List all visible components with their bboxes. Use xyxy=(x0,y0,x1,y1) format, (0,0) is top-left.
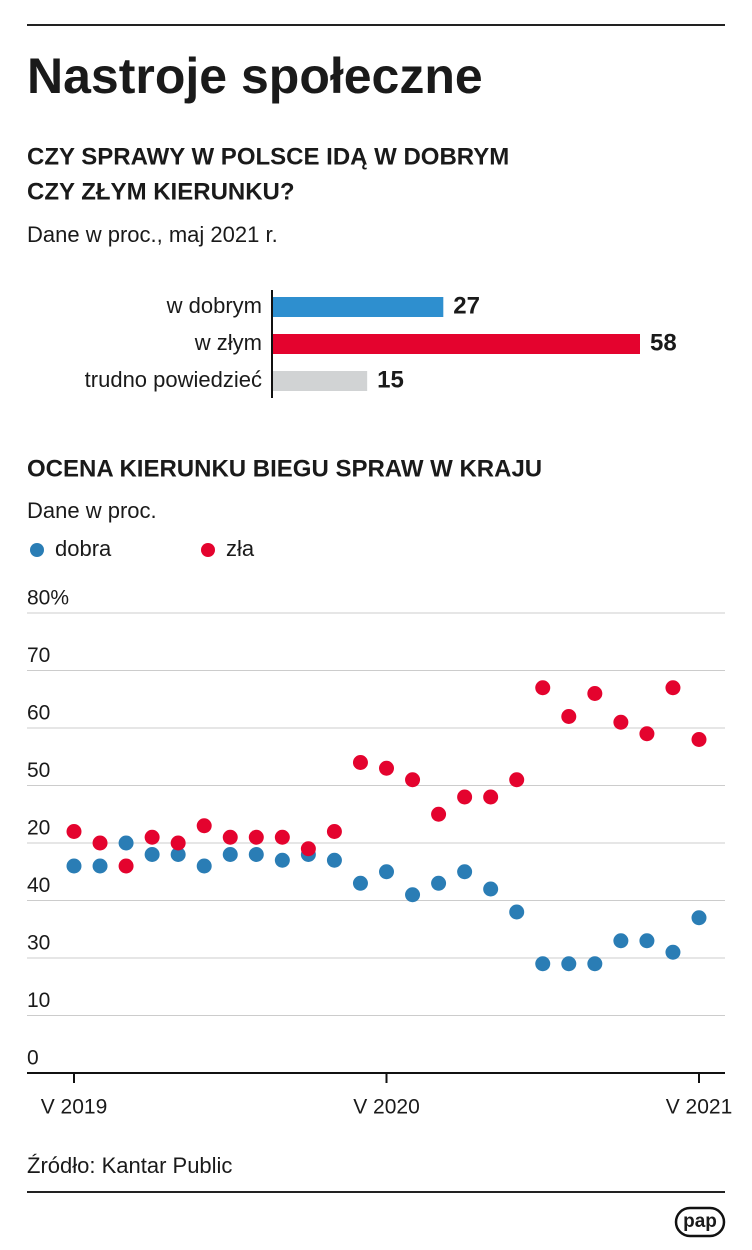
dot xyxy=(326,824,342,839)
logo: pap xyxy=(683,1211,717,1232)
dot xyxy=(561,709,577,724)
y-tick-label: 0 xyxy=(27,1047,39,1070)
dot xyxy=(92,835,108,851)
dot xyxy=(691,910,707,926)
dot xyxy=(196,858,212,874)
dot xyxy=(248,829,264,845)
logo-frame xyxy=(674,1206,726,1238)
dot xyxy=(665,944,681,960)
y-tick-label: 60 xyxy=(27,702,50,725)
y-tick-label: 10 xyxy=(27,989,50,1012)
legend-label: dobra xyxy=(55,536,112,561)
value-label: 15 xyxy=(377,366,404,393)
chart-subtitle: Dane w proc., maj 2021 r. xyxy=(27,222,278,247)
dot xyxy=(561,956,577,972)
dot xyxy=(352,875,368,891)
y-tick-label: 50 xyxy=(27,759,50,782)
dot xyxy=(431,806,447,822)
legend-marker xyxy=(30,543,44,557)
dot xyxy=(248,847,264,862)
y-tick-label: 70 xyxy=(27,644,50,667)
x-tick-label: V 2021 xyxy=(666,1096,733,1119)
bar xyxy=(272,371,368,391)
dot xyxy=(222,847,238,862)
dot xyxy=(66,858,82,874)
dot xyxy=(222,829,238,845)
x-tick-label: V 2020 xyxy=(353,1096,420,1119)
legend-marker xyxy=(201,543,215,557)
dot xyxy=(639,726,655,742)
dot xyxy=(92,858,108,874)
chart-title: OCENA KIERUNKU BIEGU SPRAW W KRAJU xyxy=(27,455,542,482)
y-tick-label: 80% xyxy=(27,587,69,610)
dot xyxy=(665,680,681,696)
dot xyxy=(144,829,160,845)
value-label: 58 xyxy=(650,329,677,356)
dot xyxy=(431,875,447,891)
chart-title: CZY ZŁYM KIERUNKU? xyxy=(27,178,295,205)
bar xyxy=(272,334,640,354)
dot xyxy=(66,824,82,839)
dot xyxy=(170,835,186,851)
y-tick-label: 20 xyxy=(27,817,50,840)
dot xyxy=(483,881,499,897)
dot xyxy=(196,818,212,834)
dot xyxy=(170,847,186,862)
legend-label: zła xyxy=(226,536,255,561)
dot xyxy=(326,852,342,868)
dot xyxy=(613,714,629,730)
chart-subtitle: Dane w proc. xyxy=(27,498,157,523)
dot xyxy=(118,858,134,874)
dot xyxy=(535,956,551,972)
bar xyxy=(272,297,444,317)
value-label: 27 xyxy=(453,292,480,319)
dot xyxy=(613,933,629,949)
dot xyxy=(118,835,134,851)
dot xyxy=(509,904,525,920)
bar-label: trudno powiedzieć xyxy=(85,367,262,392)
y-tick-label: 40 xyxy=(27,874,50,897)
dot xyxy=(639,933,655,949)
dot xyxy=(274,852,290,868)
dot xyxy=(457,864,473,880)
dot xyxy=(587,956,603,972)
dot xyxy=(457,789,473,805)
x-tick-label: V 2019 xyxy=(41,1096,108,1119)
bar-label: w złym xyxy=(194,330,262,355)
dot xyxy=(379,864,394,880)
dot xyxy=(405,887,421,903)
dot xyxy=(483,789,499,805)
dot xyxy=(509,772,525,788)
dot xyxy=(379,760,394,776)
dot xyxy=(691,732,707,747)
dot xyxy=(352,755,368,770)
dot xyxy=(274,829,290,845)
dot xyxy=(405,772,421,788)
source: Źródło: Kantar Public xyxy=(27,1153,232,1178)
dot xyxy=(587,686,603,701)
y-tick-label: 30 xyxy=(27,932,50,955)
chart-title: CZY SPRAWY W POLSCE IDĄ W DOBRYM xyxy=(27,143,509,170)
bar-label: w dobrym xyxy=(166,293,262,318)
dot xyxy=(144,847,160,862)
dot xyxy=(300,841,316,857)
dot xyxy=(535,680,551,696)
page-title: Nastroje społeczne xyxy=(27,48,483,104)
